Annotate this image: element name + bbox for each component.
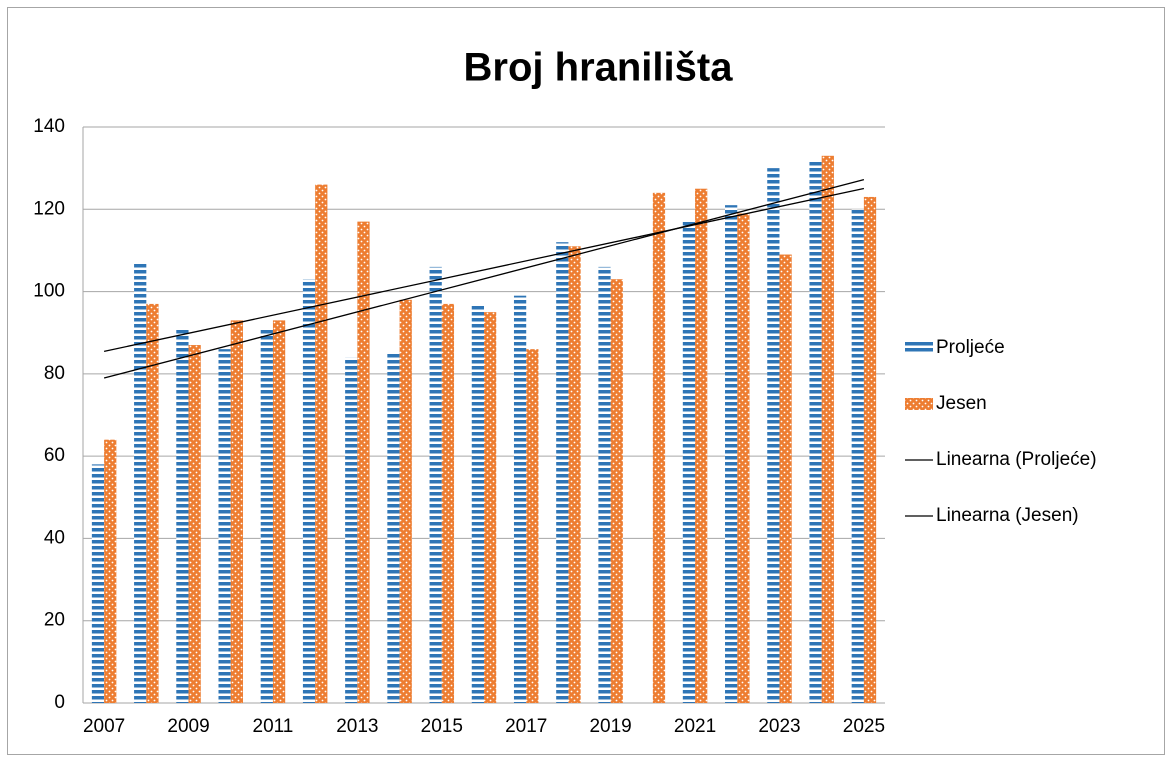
bar xyxy=(146,303,159,703)
bar xyxy=(134,262,147,703)
bar xyxy=(695,188,708,703)
bar xyxy=(387,353,400,703)
bar xyxy=(345,357,358,703)
bar xyxy=(357,221,370,703)
bar xyxy=(737,213,750,703)
y-tick-label: 40 xyxy=(44,527,65,548)
bar xyxy=(513,295,527,703)
bar xyxy=(598,266,611,703)
bar xyxy=(230,320,243,703)
bar xyxy=(556,242,569,703)
x-tick-label: 2011 xyxy=(253,716,294,737)
bar xyxy=(779,254,792,704)
bar xyxy=(526,349,539,703)
bar xyxy=(821,155,834,704)
y-tick-label: 120 xyxy=(33,198,65,219)
x-tick-label: 2017 xyxy=(505,716,547,737)
x-tick-label: 2007 xyxy=(83,716,125,737)
y-tick-label: 20 xyxy=(44,610,65,631)
bar xyxy=(767,168,780,704)
x-tick-label: 2013 xyxy=(336,716,378,737)
bar xyxy=(809,159,822,703)
x-tick-label: 2023 xyxy=(758,716,800,737)
chart-title: Broj hranilišta xyxy=(464,46,734,90)
bar xyxy=(652,192,666,704)
y-tick-label: 60 xyxy=(44,445,65,466)
x-tick-label: 2015 xyxy=(421,716,463,737)
x-tick-label: 2021 xyxy=(674,716,716,737)
bar xyxy=(188,345,201,703)
y-tick-label: 80 xyxy=(44,363,65,384)
bar xyxy=(682,221,696,703)
x-tick-label: 2019 xyxy=(589,716,631,737)
bar xyxy=(441,303,455,703)
bar xyxy=(484,312,497,703)
y-tick-label: 0 xyxy=(54,692,65,713)
bar xyxy=(218,349,231,703)
y-tick-label: 100 xyxy=(33,281,65,302)
bar xyxy=(568,246,581,704)
bar xyxy=(610,279,623,703)
bar xyxy=(863,196,877,703)
bar xyxy=(91,464,105,703)
legend-label: Linearna (Proljeće) xyxy=(936,449,1097,470)
bar xyxy=(176,328,189,703)
y-tick-label: 140 xyxy=(33,116,65,137)
trend-line xyxy=(103,178,865,379)
bar xyxy=(429,266,442,703)
bar xyxy=(272,320,286,703)
bar xyxy=(302,279,316,703)
x-tick-label: 2025 xyxy=(843,716,885,737)
bar xyxy=(315,184,328,704)
bar xyxy=(725,205,738,703)
legend-label: Jesen xyxy=(936,393,987,414)
bar xyxy=(471,303,484,703)
bar xyxy=(260,328,273,703)
bar xyxy=(104,439,117,703)
legend-swatch xyxy=(905,398,933,410)
x-tick-label: 2009 xyxy=(167,716,209,737)
bar xyxy=(399,299,412,703)
legend-swatch xyxy=(905,342,933,354)
trend-line xyxy=(103,187,865,353)
legend-label: Linearna (Jesen) xyxy=(936,505,1079,526)
legend-label: Proljeće xyxy=(936,337,1005,358)
bar xyxy=(851,209,864,704)
